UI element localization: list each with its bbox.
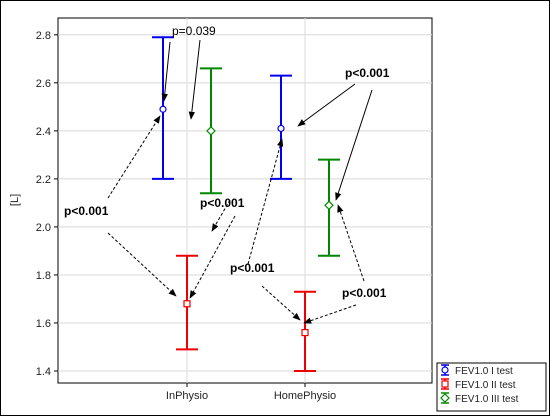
legend: FEV1.0 I test FEV1.0 II test FEV1.0 III te… bbox=[436, 362, 547, 412]
arrow bbox=[161, 41, 171, 102]
y-tick-label: 2.6 bbox=[36, 78, 51, 90]
arrow bbox=[335, 89, 373, 201]
y-axis-label: [L] bbox=[9, 194, 21, 206]
y-tick-label: 1.4 bbox=[36, 366, 51, 378]
dashed-arrow bbox=[189, 215, 236, 299]
legend-marker bbox=[440, 393, 450, 403]
dashed-arrow bbox=[107, 232, 177, 297]
annotations: p=0.039 p<0.001 p<0.001 p<0.001 p<0.001 p<0.0… bbox=[64, 24, 390, 300]
mean-marker bbox=[183, 300, 191, 308]
dashed-arrow bbox=[107, 115, 161, 199]
mean-marker bbox=[277, 124, 285, 133]
legend-item: FEV1.0 II test bbox=[441, 378, 516, 391]
y-tick-label: 2.0 bbox=[36, 222, 51, 234]
legend-items: FEV1.0 I test FEV1.0 II test FEV1.0 III te… bbox=[440, 364, 519, 405]
legend-marker bbox=[441, 380, 449, 388]
legend-label: FEV1.0 III test bbox=[455, 394, 519, 405]
y-tick-label: 2.4 bbox=[36, 126, 51, 138]
series-1 bbox=[152, 36, 292, 180]
p-value-annotation: p<0.001 bbox=[64, 204, 109, 218]
series-2 bbox=[176, 254, 316, 372]
annotation-arrows bbox=[107, 39, 373, 324]
p-value-annotation: p<0.001 bbox=[345, 66, 390, 80]
mean-marker bbox=[324, 200, 334, 211]
x-tick-label: HomePhysio bbox=[274, 390, 336, 402]
mean-marker bbox=[206, 126, 216, 136]
series-group bbox=[152, 36, 340, 372]
y-tick-label: 1.8 bbox=[36, 270, 51, 282]
arrow bbox=[297, 83, 356, 127]
dashed-arrow bbox=[247, 138, 284, 265]
x-tick-label: InPhysio bbox=[166, 390, 208, 402]
legend-label: FEV1.0 II test bbox=[455, 380, 516, 391]
y-tick-label: 2.8 bbox=[36, 30, 51, 42]
dashed-arrow bbox=[303, 304, 357, 324]
p-value-annotation: p<0.001 bbox=[342, 286, 387, 300]
series-3 bbox=[200, 67, 340, 257]
y-tick-label: 2.2 bbox=[36, 174, 51, 186]
mean-marker bbox=[301, 328, 309, 337]
legend-box bbox=[436, 362, 547, 412]
p-value-annotation: p=0.039 bbox=[172, 24, 216, 38]
dashed-arrow bbox=[261, 285, 301, 321]
dashed-arrow bbox=[337, 204, 365, 282]
dashed-arrow bbox=[211, 199, 231, 232]
x-ticks: InPhysio HomePhysio bbox=[166, 383, 336, 402]
legend-item: FEV1.0 III test bbox=[440, 392, 519, 405]
y-ticks: 1.4 1.6 1.8 2.0 2.2 2.4 2.6 2.8 bbox=[36, 30, 58, 378]
legend-label: FEV1.0 I test bbox=[455, 366, 513, 377]
y-tick-label: 1.6 bbox=[36, 318, 51, 330]
legend-item: FEV1.0 I test bbox=[441, 364, 513, 377]
arrow bbox=[188, 39, 201, 120]
p-value-annotation: p<0.001 bbox=[230, 261, 275, 275]
mean-marker bbox=[159, 105, 167, 113]
plot-area bbox=[57, 17, 433, 384]
p-value-annotation: p<0.001 bbox=[200, 196, 245, 210]
legend-marker bbox=[441, 366, 449, 374]
